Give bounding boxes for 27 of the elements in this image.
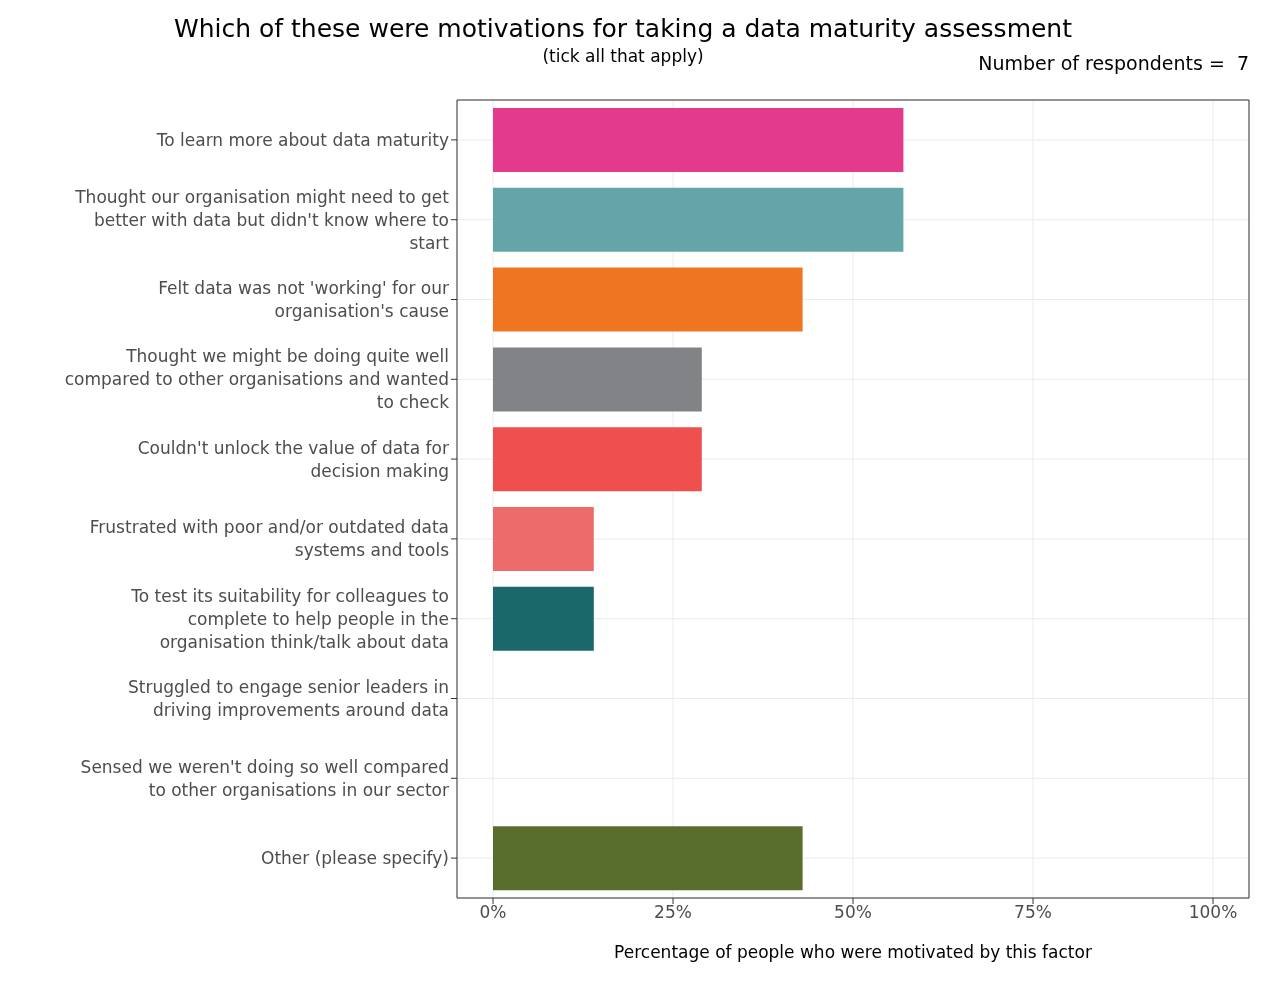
bar [493, 506, 594, 571]
y-tick-label: To learn more about data maturity [155, 129, 449, 150]
y-tick-label: Thought our organisation might need to get better with data but didn't know where to start [74, 186, 450, 253]
x-tick-label: 50% [834, 902, 872, 923]
bar [493, 586, 594, 651]
text: Number of respondents = 7 [978, 52, 1249, 74]
y-tick-label: Other (please specify) [261, 848, 449, 869]
y-tick-label: Thought we might be doing quite well compared to other organisations and wanted to check [64, 346, 450, 413]
x-axis-title: Percentage of people who were motivated by this factor [614, 942, 1092, 962]
y-tick-label: Couldn't unlock the value of data for decision making [137, 437, 449, 481]
bar [493, 107, 904, 172]
bar [493, 187, 904, 252]
bar [493, 427, 702, 492]
x-tick-label: 25% [654, 902, 692, 923]
x-tick-label: 75% [1014, 902, 1052, 923]
x-tick-label: 100% [1188, 902, 1238, 923]
y-tick-label: Frustrated with poor and/or outdated data systems and tools [89, 517, 450, 561]
y-tick-label: To test its suitability for colleagues to complete to help people in the organisation think/talk about data [130, 585, 449, 652]
bar [493, 267, 803, 332]
chart-title: Which of these were motivations for taking a data maturity assessment [172, 14, 1073, 43]
y-tick-label: Felt data was not 'working' for our organisation's cause [158, 278, 449, 321]
x-tick-label: 0% [479, 902, 507, 923]
chart-subtitle: (tick all that apply) [542, 46, 704, 66]
bar [493, 347, 702, 412]
bar [493, 826, 803, 891]
y-tick-label: Sensed we weren't doing so well compared to other organisations in our sector [80, 756, 450, 800]
y-tick-label: Struggled to engage senior leaders in driving improvements around data [128, 677, 449, 720]
